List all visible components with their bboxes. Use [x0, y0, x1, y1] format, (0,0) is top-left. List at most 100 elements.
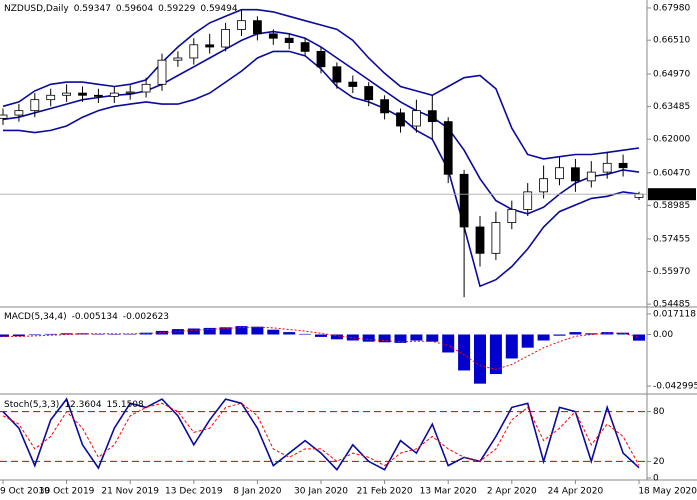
- title-value: 12.3604: [64, 400, 101, 410]
- candle-body: [125, 91, 135, 94]
- y-tick-label: 0.60470: [653, 168, 690, 178]
- macd-bar: [156, 330, 168, 335]
- candle-body: [618, 162, 628, 169]
- macd-bar: [283, 332, 296, 335]
- y-tick-label: 0.57455: [653, 234, 690, 244]
- x-tick-label: 2 Apr 2020: [487, 487, 537, 497]
- candle-body: [396, 112, 405, 127]
- macd-bar: [108, 334, 121, 335]
- candle-body: [30, 99, 40, 112]
- title-text: MACD(5,34,4): [4, 312, 67, 322]
- candle-body: [634, 193, 644, 198]
- candle-body: [0, 114, 8, 119]
- x-tick-label: 21 Feb 2020: [357, 487, 413, 497]
- macd-bar: [124, 333, 137, 335]
- bollinger-upper: [2, 8, 640, 160]
- candle-body: [78, 92, 87, 96]
- y-tick-label: 0.64970: [653, 69, 690, 79]
- macd-bar: [521, 334, 534, 348]
- indicator-title: MACD(5,34,4) -0.005134 -0.002623: [4, 312, 169, 322]
- x-tick-label: 21 Nov 2019: [101, 487, 159, 497]
- macd-bar: [553, 334, 566, 336]
- macd-signal: [2, 326, 640, 370]
- candle-body: [411, 110, 421, 127]
- candle-body: [14, 110, 24, 116]
- y-tick-label: 80: [653, 407, 665, 417]
- y-tick-label: 0.62000: [653, 135, 690, 145]
- candle-body: [602, 162, 612, 173]
- candle-body: [109, 92, 119, 97]
- x-tick-label: 13 Mar 2020: [420, 487, 477, 497]
- macd-bar: [569, 332, 582, 335]
- candle-body: [157, 59, 167, 85]
- macd-bar: [28, 334, 41, 336]
- macd-bar: [299, 333, 312, 335]
- y-tick-label: 0.67980: [653, 3, 690, 13]
- macd-bar: [378, 334, 391, 343]
- macd-bar: [251, 326, 264, 335]
- candle-body: [364, 86, 374, 101]
- indicator-title: Stoch(5,3,3) 12.3604 15.1508: [4, 400, 144, 410]
- title-value: 0.59347: [74, 4, 111, 14]
- candle-body: [555, 167, 564, 180]
- candle-body: [316, 50, 326, 68]
- candle-body: [491, 222, 501, 254]
- x-tick-label: 24 Apr 2020: [548, 487, 604, 497]
- current-price-label: 0.59494: [653, 190, 690, 200]
- macd-bar: [633, 334, 645, 341]
- x-tick-label: 30 Oct 2019: [39, 487, 95, 497]
- candle-body: [189, 44, 199, 59]
- title-text: NZDUSD,Daily: [4, 4, 69, 14]
- y-tick-label: 0.54485: [653, 300, 690, 310]
- title-value: -0.005134: [72, 312, 118, 322]
- macd-bar: [0, 334, 9, 337]
- macd-bar: [60, 333, 73, 335]
- x-tick-label: 30 Jan 2020: [294, 487, 348, 497]
- y-tick-label: 0.00: [653, 330, 673, 340]
- macd-bar: [426, 334, 439, 342]
- macd-bar: [171, 329, 184, 335]
- candle-body: [284, 37, 294, 44]
- macd-bar: [44, 333, 57, 335]
- x-tick-label: 8 Jan 2020: [233, 487, 281, 497]
- macd-bar: [474, 334, 486, 384]
- macd-bar: [219, 327, 232, 335]
- macd-bar: [458, 334, 471, 371]
- macd-bar: [235, 326, 248, 335]
- candle-body: [348, 81, 358, 87]
- title-value: 0.59494: [200, 4, 237, 14]
- macd-bar: [362, 334, 375, 342]
- candle-body: [300, 42, 310, 52]
- candle-body: [459, 173, 469, 228]
- y-tick-label: 0.017118: [653, 309, 696, 319]
- candle-body: [205, 44, 215, 48]
- macd-bar: [410, 334, 423, 341]
- x-tick-label: 13 Dec 2019: [165, 487, 223, 497]
- candle-body: [252, 20, 262, 35]
- candle-body: [427, 110, 437, 123]
- y-tick-label: 0.63485: [653, 102, 690, 112]
- y-tick-label: 0: [653, 474, 659, 484]
- candle-body: [94, 94, 103, 97]
- y-tick-label: -0.042995: [653, 382, 697, 392]
- title-value: 15.1508: [107, 400, 144, 410]
- macd-bar: [346, 334, 359, 341]
- macd-bar: [489, 334, 502, 375]
- macd-bar: [12, 334, 25, 337]
- candle-body: [332, 66, 342, 83]
- macd-bar: [505, 334, 518, 359]
- indicator-title: NZDUSD,Daily 0.59347 0.59604 0.59229 0.59494: [4, 4, 238, 14]
- current-price-box: [648, 188, 696, 201]
- macd-bar: [187, 328, 200, 335]
- stoch-main: [2, 397, 640, 471]
- candle-body: [571, 167, 580, 182]
- y-tick-label: 0.55970: [653, 267, 690, 277]
- x-tick-label: 18 May 2020: [638, 487, 697, 497]
- candle-body: [141, 83, 151, 93]
- candle-body: [523, 191, 533, 210]
- macd-bar: [140, 332, 153, 335]
- y-tick-label: 0.58985: [653, 201, 690, 211]
- macd-bar: [585, 333, 598, 335]
- y-tick-label: 0.66510: [653, 36, 690, 46]
